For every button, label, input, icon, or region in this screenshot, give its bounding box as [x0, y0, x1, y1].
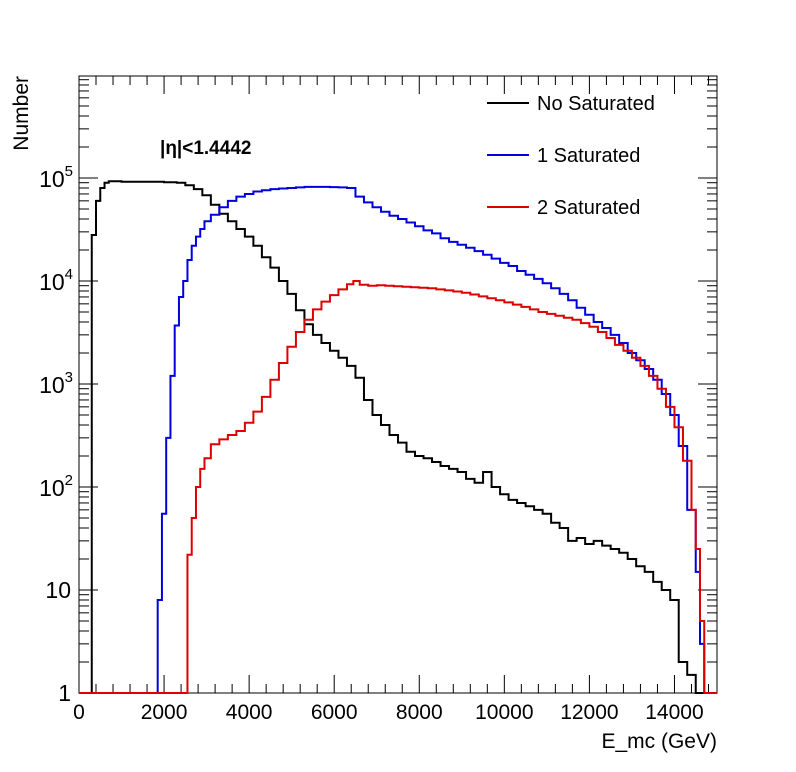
legend-entry: 2 Saturated — [537, 197, 640, 219]
x-tick-label: 0 — [73, 701, 85, 724]
y-tick-label: 105 — [39, 163, 73, 192]
x-tick-label: 8000 — [396, 701, 443, 724]
y-axis-label: Number — [10, 76, 33, 151]
series-line-no-saturated — [79, 180, 717, 694]
x-tick-label: 2000 — [141, 701, 188, 724]
x-axis-label: E_mc (GeV) — [601, 730, 717, 753]
y-tick-label: 104 — [39, 266, 73, 295]
eta-annotation: |η|<1.4442 — [160, 138, 251, 159]
x-tick-label: 6000 — [311, 701, 358, 724]
x-tick-label: 10000 — [475, 701, 533, 724]
plot-frame — [78, 75, 718, 694]
y-tick-label: 10 — [45, 577, 71, 603]
axis-ticks: 0 2000 4000 6000 8000 10000 12000 14000 1 10 102 10… — [39, 76, 717, 724]
series-line-1-saturated — [79, 185, 717, 694]
y-tick-label: 103 — [39, 369, 73, 398]
y-tick-label: 102 — [39, 472, 73, 501]
series-line-2-saturated — [79, 280, 717, 694]
legend-entry: No Saturated — [537, 93, 655, 115]
y-tick-label: 1 — [58, 680, 71, 706]
x-tick-label: 14000 — [645, 701, 703, 724]
legend-entry: 1 Saturated — [537, 145, 640, 167]
series-group — [79, 180, 717, 694]
legend: No Saturated 1 Saturated 2 Saturated — [487, 93, 655, 219]
x-tick-label: 12000 — [560, 701, 618, 724]
x-tick-label: 4000 — [226, 701, 273, 724]
